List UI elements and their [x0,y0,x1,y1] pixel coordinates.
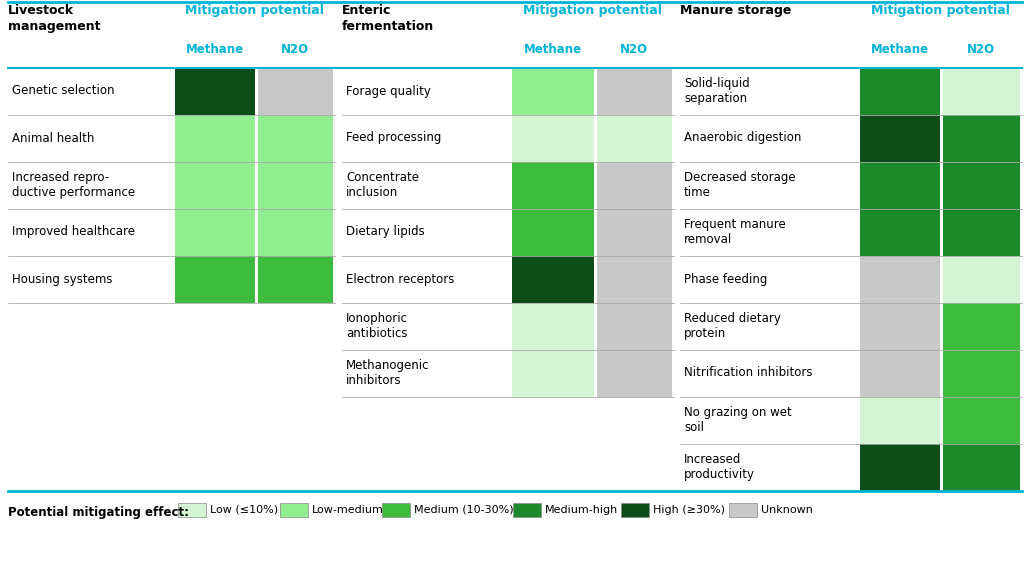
Bar [860,209,940,256]
Bar [729,503,757,517]
Bar [512,162,594,209]
Text: Reduced dietary
protein: Reduced dietary protein [684,312,781,340]
Bar [860,115,940,162]
Text: Decreased storage
time: Decreased storage time [684,171,796,199]
Bar [943,115,1020,162]
Bar [597,350,672,397]
Bar [597,256,672,303]
Bar [512,115,594,162]
Text: Livestock
management: Livestock management [8,4,100,33]
Bar [943,303,1020,350]
Bar [175,162,255,209]
Text: Methane: Methane [871,43,929,56]
Bar [597,303,672,350]
Text: Mitigation potential: Mitigation potential [184,4,324,17]
Bar [860,68,940,115]
Text: Nitrification inhibitors: Nitrification inhibitors [684,367,812,379]
Bar [512,256,594,303]
Text: Low (≤10%): Low (≤10%) [210,505,279,515]
Text: Genetic selection: Genetic selection [12,85,115,97]
Text: N2O: N2O [620,43,648,56]
Text: Forage quality: Forage quality [346,85,431,97]
Bar [513,503,541,517]
Bar [621,503,649,517]
Text: Animal health: Animal health [12,131,94,145]
Text: N2O: N2O [967,43,995,56]
Text: Dietary lipids: Dietary lipids [346,225,425,239]
Bar [860,303,940,350]
Text: Manure storage: Manure storage [680,4,792,17]
Bar [860,256,940,303]
Bar [178,503,206,517]
Bar [175,256,255,303]
Bar [860,350,940,397]
Text: Enteric
fermentation: Enteric fermentation [342,4,434,33]
Bar [597,209,672,256]
Text: Medium-high: Medium-high [545,505,618,515]
Bar [860,162,940,209]
Bar [860,444,940,491]
Bar [597,115,672,162]
Text: Potential mitigating effect:: Potential mitigating effect: [8,506,189,519]
Bar [943,162,1020,209]
Text: Methane: Methane [186,43,244,56]
Bar [943,68,1020,115]
Text: High (≥30%): High (≥30%) [653,505,725,515]
Text: Mitigation potential: Mitigation potential [870,4,1010,17]
Bar [175,68,255,115]
Text: Increased
productivity: Increased productivity [684,453,755,481]
Text: N2O: N2O [281,43,309,56]
Bar [943,397,1020,444]
Bar [943,256,1020,303]
Bar [512,68,594,115]
Bar [175,209,255,256]
Text: Concentrate
inclusion: Concentrate inclusion [346,171,419,199]
Text: Frequent manure
removal: Frequent manure removal [684,218,785,246]
Text: Medium (10-30%): Medium (10-30%) [414,505,514,515]
Text: Mitigation potential: Mitigation potential [522,4,662,17]
Text: Increased repro-
ductive performance: Increased repro- ductive performance [12,171,135,199]
Bar [175,115,255,162]
Bar [860,397,940,444]
Bar [258,256,333,303]
Bar [943,444,1020,491]
Text: No grazing on wet
soil: No grazing on wet soil [684,406,792,434]
Text: Methanogenic
inhibitors: Methanogenic inhibitors [346,359,429,387]
Text: Electron receptors: Electron receptors [346,273,455,285]
Bar [943,209,1020,256]
Bar [258,209,333,256]
Bar [258,162,333,209]
Text: Anaerobic digestion: Anaerobic digestion [684,131,802,145]
Text: Methane: Methane [524,43,582,56]
Bar [512,303,594,350]
Text: Housing systems: Housing systems [12,273,113,285]
Text: Unknown: Unknown [761,505,812,515]
Bar [258,115,333,162]
Bar [258,68,333,115]
Bar [943,350,1020,397]
Bar [280,503,308,517]
Text: Low-medium: Low-medium [312,505,384,515]
Bar [512,209,594,256]
Text: Improved healthcare: Improved healthcare [12,225,135,239]
Bar [512,350,594,397]
Text: Ionophoric
antibiotics: Ionophoric antibiotics [346,312,408,340]
Bar [597,162,672,209]
Bar [382,503,410,517]
Text: Feed processing: Feed processing [346,131,441,145]
Bar [597,68,672,115]
Text: Solid-liquid
separation: Solid-liquid separation [684,77,750,105]
Text: Phase feeding: Phase feeding [684,273,767,285]
